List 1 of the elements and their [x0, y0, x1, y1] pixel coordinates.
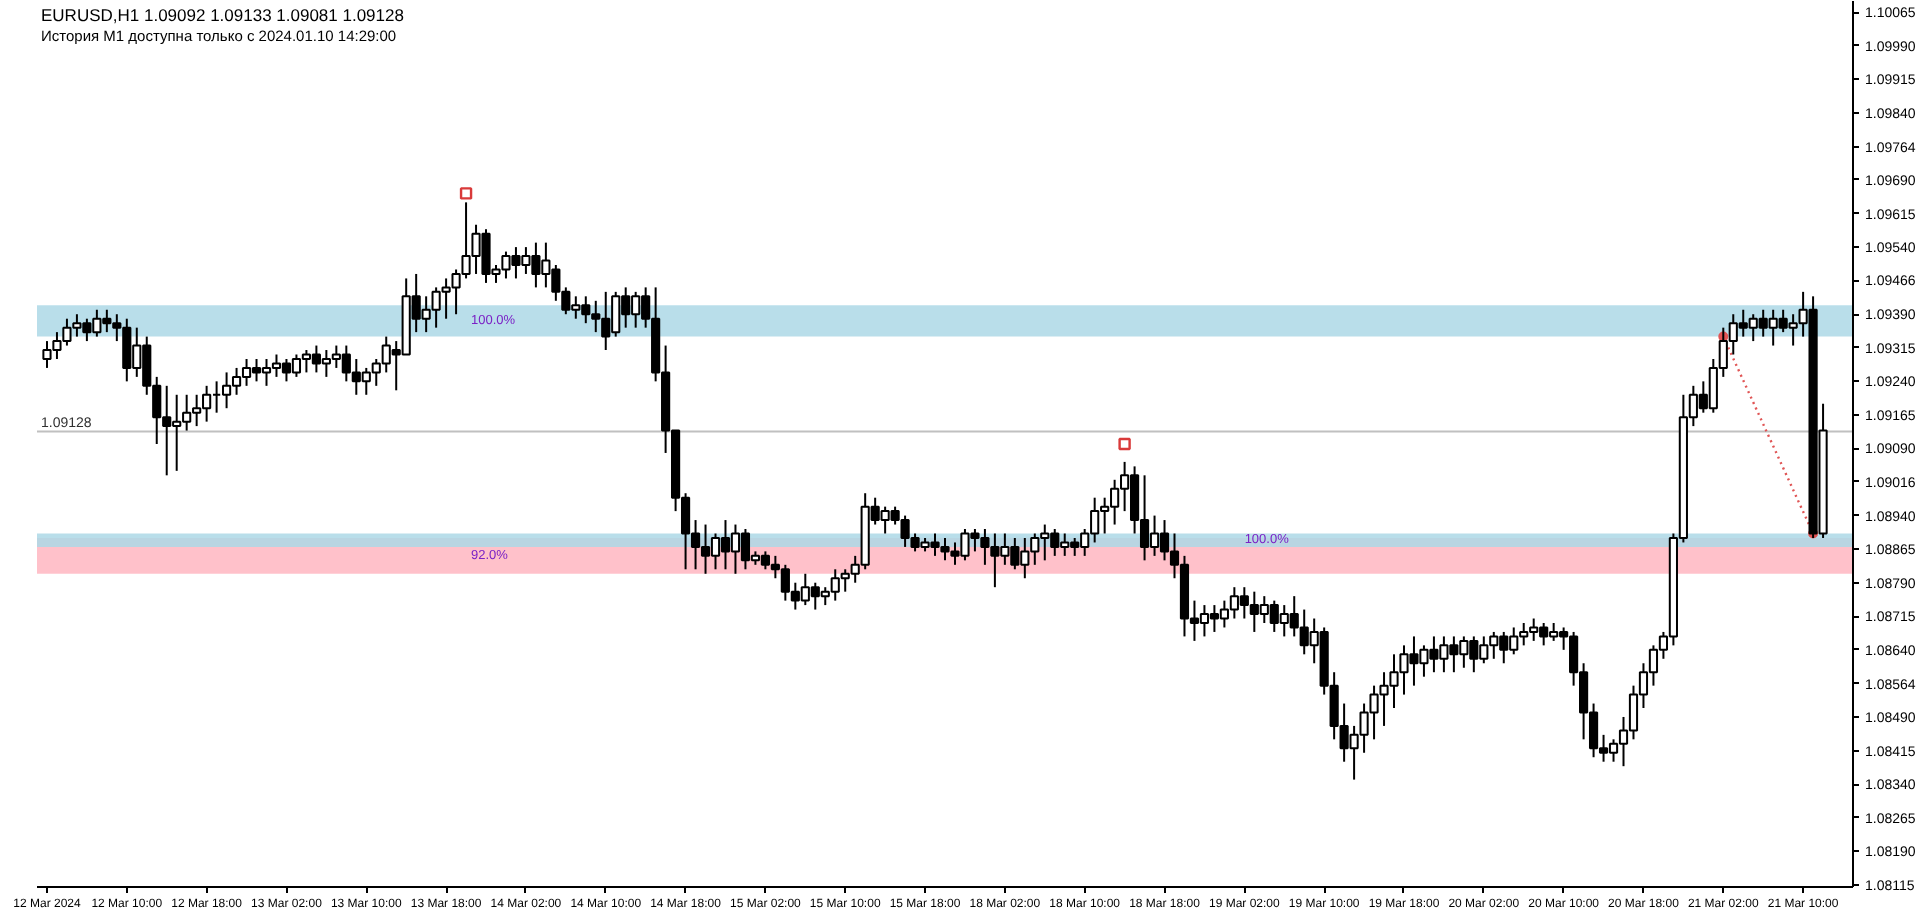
chart-title: EURUSD,H1 1.09092 1.09133 1.09081 1.09128	[41, 5, 405, 25]
